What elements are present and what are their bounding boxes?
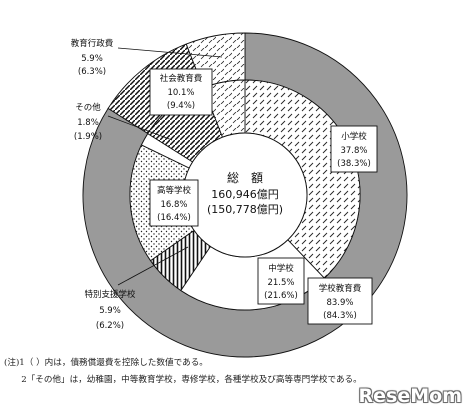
label-gakko-kyoiku-name: 学校教育費 <box>319 283 362 294</box>
label-gakko-kyoiku-alt: (84.3%) <box>323 311 357 321</box>
label-tokubetsu-name: 特別支援学校 <box>84 289 136 300</box>
leader-line-gyosei <box>117 47 223 58</box>
label-gyosei-name: 教育行政費 <box>71 38 114 49</box>
label-gyosei: 教育行政費 5.9% (6.3%) <box>71 38 114 77</box>
label-sonota-value: 1.8% <box>77 118 99 128</box>
label-kotogakko-name: 高等学校 <box>157 185 192 196</box>
resemom-logo: ReseMom <box>358 385 462 407</box>
center-total: 総 額 160,946億円 (150,778億円) <box>207 171 283 216</box>
label-sonota-name: その他 <box>75 102 101 113</box>
label-sonota: その他 1.8% (1.9%) <box>74 102 102 142</box>
label-gyosei-value: 5.9% <box>81 54 103 64</box>
label-kotogakko: 高等学校 16.8% (16.4%) <box>149 179 199 227</box>
leader-line-tokubetsu <box>117 246 189 286</box>
label-chugakko: 中学校 21.5% (21.6%) <box>257 257 305 305</box>
label-tokubetsu-value: 5.9% <box>99 306 121 316</box>
label-gyosei-alt: (6.3%) <box>78 67 106 77</box>
footnote-1: (注)1（ ）内は，債務償還費を控除した数値である。 <box>4 358 208 368</box>
label-kotogakko-alt: (16.4%) <box>157 213 191 223</box>
label-shakai-value: 10.1% <box>167 88 194 98</box>
label-shakai: 社会教育費 10.1% (9.4%) <box>149 68 213 116</box>
label-shogakko-value: 37.8% <box>340 146 367 156</box>
label-chugakko-value: 21.5% <box>267 278 294 288</box>
label-gakko-kyoiku: 学校教育費 83.9% (84.3%) <box>307 277 373 325</box>
label-shakai-alt: (9.4%) <box>167 101 195 111</box>
label-shogakko-name: 小学校 <box>341 131 367 142</box>
label-sonota-alt: (1.9%) <box>74 132 102 142</box>
leader-line-other <box>107 115 173 141</box>
label-shakai-name: 社会教育費 <box>160 73 203 84</box>
footnote-2: 2「その他」は，幼稚園，中等教育学校，専修学校，各種学校及び高等専門学校である。 <box>4 375 362 385</box>
label-shogakko-alt: (38.3%) <box>337 159 371 169</box>
center-total-value: 160,946億円 <box>211 188 279 201</box>
label-shogakko: 小学校 37.8% (38.3%) <box>330 125 378 173</box>
leader-lines <box>107 47 223 286</box>
label-kotogakko-value: 16.8% <box>160 200 187 210</box>
label-chugakko-alt: (21.6%) <box>264 291 298 301</box>
footnotes: (注)1（ ）内は，債務償還費を控除した数値である。 2「その他」は，幼稚園，中… <box>4 355 466 389</box>
center-total-alt: (150,778億円) <box>207 203 283 216</box>
label-gakko-kyoiku-value: 83.9% <box>326 298 353 308</box>
label-tokubetsu-alt: (6.2%) <box>96 321 124 331</box>
center-title: 総 額 <box>227 171 263 185</box>
label-tokubetsu: 特別支援学校 5.9% (6.2%) <box>84 289 136 331</box>
label-chugakko-name: 中学校 <box>268 263 294 274</box>
